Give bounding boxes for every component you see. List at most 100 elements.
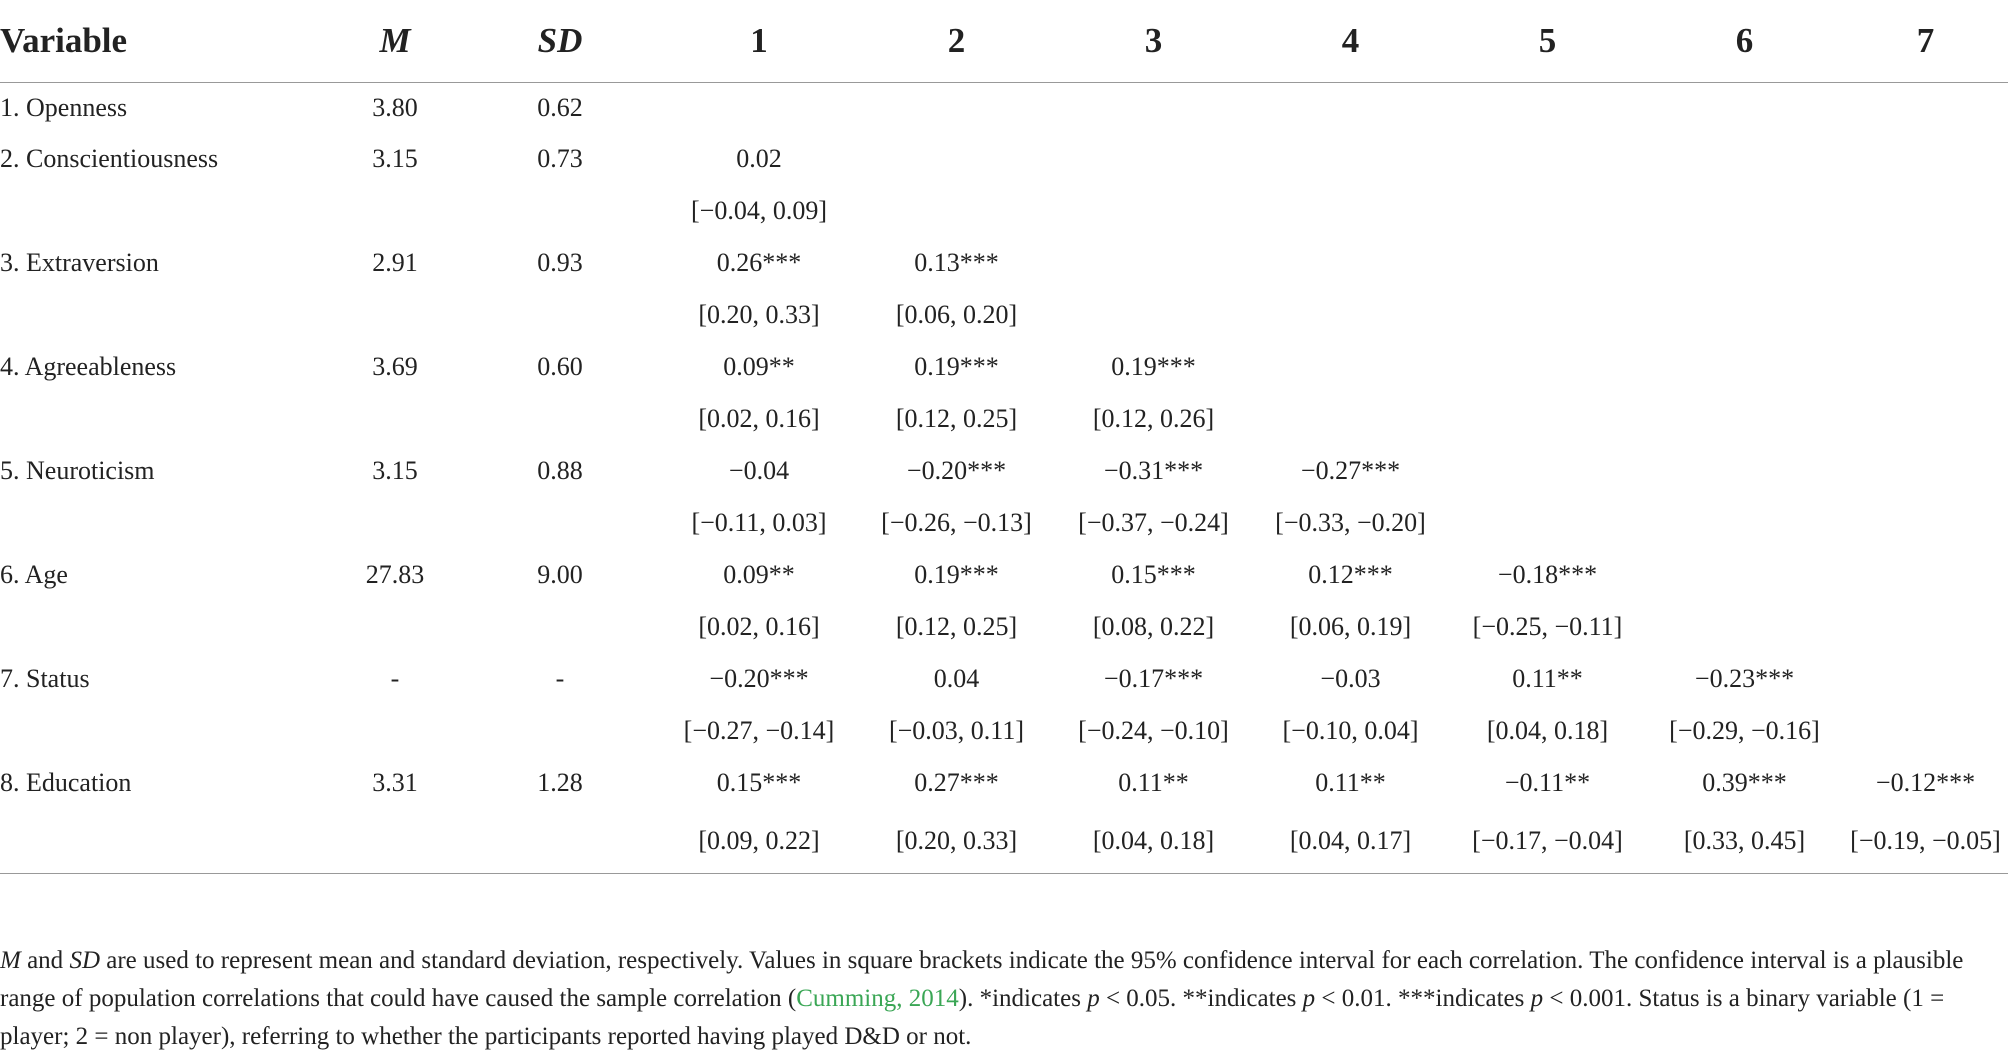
confidence-interval-cell: [0.12, 0.25] <box>895 404 1018 433</box>
confidence-interval-cell <box>1843 289 2008 341</box>
ci-blank <box>460 393 660 445</box>
confidence-interval-cell: [0.02, 0.16] <box>698 404 820 433</box>
note-m-letter: M <box>0 947 21 974</box>
confidence-interval-cell: [−0.26, −0.13] <box>881 508 1032 537</box>
ci-blank <box>0 601 330 653</box>
header-col-1: 1 <box>660 0 858 83</box>
table-row: 1. Openness 3.80 0.62 <box>0 83 2008 134</box>
confidence-interval-cell <box>1843 601 2008 653</box>
ci-blank <box>330 185 460 237</box>
ci-row: [0.20, 0.33] [0.06, 0.20] <box>0 289 2008 341</box>
correlation-cell: 0.15*** <box>1111 560 1196 589</box>
variable-name: 2. Conscientiousness <box>0 144 219 173</box>
ci-blank <box>0 705 330 757</box>
citation-link[interactable]: Cumming, 2014 <box>796 985 959 1012</box>
correlation-cell: 0.09** <box>723 352 795 381</box>
ci-blank <box>330 705 460 757</box>
confidence-interval-cell: [0.02, 0.16] <box>698 612 820 641</box>
correlation-cell <box>660 83 858 134</box>
confidence-interval-cell: [−0.17, −0.04] <box>1449 809 1646 874</box>
note-p-3: p <box>1530 985 1544 1012</box>
confidence-interval-cell: [0.08, 0.22] <box>1092 612 1215 641</box>
confidence-interval-cell <box>1646 393 1843 445</box>
confidence-interval-cell: [−0.29, −0.16] <box>1669 716 1820 745</box>
ci-blank <box>330 497 460 549</box>
correlation-cell: 0.19*** <box>914 352 999 381</box>
confidence-interval-cell: [0.33, 0.45] <box>1646 809 1843 874</box>
variable-name: 7. Status <box>0 664 90 693</box>
correlation-cell: −0.20*** <box>709 664 809 693</box>
correlation-cell: −0.04 <box>728 456 790 485</box>
confidence-interval-cell: [0.09, 0.22] <box>660 809 858 874</box>
confidence-interval-cell <box>1843 393 2008 445</box>
correlation-cell: 0.11** <box>1118 768 1189 797</box>
note-part-2: ). *indicates <box>958 985 1088 1012</box>
confidence-interval-cell: [0.04, 0.18] <box>1055 809 1252 874</box>
correlation-cell: 0.04 <box>933 664 980 693</box>
correlation-cell <box>1055 237 1252 289</box>
correlation-cell <box>1449 133 1646 185</box>
confidence-interval-cell <box>1449 393 1646 445</box>
correlation-cell: 0.09** <box>723 560 795 589</box>
confidence-interval-cell <box>1252 289 1449 341</box>
correlation-table: Variable M SD 1 2 3 4 5 6 7 1. Openness 3… <box>0 0 2008 874</box>
table-footnote: M and SD are used to represent mean and … <box>0 942 2000 1056</box>
ci-row: [0.02, 0.16] [0.12, 0.25] [0.12, 0.26] <box>0 393 2008 445</box>
correlation-cell: −0.17*** <box>1103 664 1204 693</box>
correlation-table-container: Variable M SD 1 2 3 4 5 6 7 1. Openness 3… <box>0 0 2008 874</box>
ci-blank <box>330 393 460 445</box>
header-col-2: 2 <box>858 0 1055 83</box>
correlation-cell: 0.13*** <box>914 248 999 277</box>
confidence-interval-cell <box>1646 289 1843 341</box>
ci-blank <box>330 289 460 341</box>
sd-value: 0.60 <box>537 352 583 381</box>
ci-blank <box>0 809 330 874</box>
confidence-interval-cell <box>1646 185 1843 237</box>
mean-value: 2.91 <box>372 248 418 277</box>
correlation-cell: −0.20*** <box>906 456 1007 485</box>
correlation-cell: −0.11** <box>1504 768 1591 797</box>
confidence-interval-cell <box>1449 497 1646 549</box>
variable-name: 3. Extraversion <box>0 248 159 277</box>
sd-value: 0.93 <box>537 248 583 277</box>
confidence-interval-cell: [0.06, 0.19] <box>1289 612 1412 641</box>
header-col-4: 4 <box>1252 0 1449 83</box>
correlation-cell: 0.27*** <box>914 768 999 797</box>
ci-row: [−0.11, 0.03] [−0.26, −0.13] [−0.37, −0.24… <box>0 497 2008 549</box>
confidence-interval-cell <box>1843 705 2008 757</box>
correlation-cell <box>1252 237 1449 289</box>
table-row: 6. Age 27.83 9.00 0.09** 0.19*** 0.15*** 0.12*… <box>0 549 2008 601</box>
confidence-interval-cell <box>1449 185 1646 237</box>
confidence-interval-cell: [−0.19, −0.05] <box>1843 809 2008 874</box>
correlation-cell <box>1449 83 1646 134</box>
correlation-cell <box>1646 83 1843 134</box>
correlation-cell <box>1646 549 1843 601</box>
correlation-cell <box>1055 133 1252 185</box>
confidence-interval-cell: [−0.25, −0.11] <box>1472 612 1623 641</box>
confidence-interval-cell: [−0.04, 0.09] <box>691 196 827 225</box>
correlation-cell: 0.15*** <box>716 768 802 797</box>
correlation-cell <box>1252 341 1449 393</box>
correlation-cell <box>1252 83 1449 134</box>
confidence-interval-cell: [0.12, 0.25] <box>895 612 1018 641</box>
ci-blank <box>460 289 660 341</box>
mean-value: 3.69 <box>372 352 418 381</box>
header-col-7: 7 <box>1843 0 2008 83</box>
correlation-cell: 0.12*** <box>1308 560 1393 589</box>
ci-row: [0.09, 0.22] [0.20, 0.33] [0.04, 0.18] [0.0… <box>0 809 2008 874</box>
correlation-cell <box>1449 237 1646 289</box>
confidence-interval-cell: [0.06, 0.20] <box>895 300 1018 329</box>
mean-value: 3.15 <box>372 144 418 173</box>
ci-blank <box>460 601 660 653</box>
ci-row: [−0.27, −0.14] [−0.03, 0.11] [−0.24, −0.10… <box>0 705 2008 757</box>
confidence-interval-cell: [−0.33, −0.20] <box>1275 508 1426 537</box>
sd-value: - <box>555 664 565 693</box>
correlation-cell <box>1843 83 2008 134</box>
ci-blank <box>0 393 330 445</box>
table-row: 3. Extraversion 2.91 0.93 0.26*** 0.13*** <box>0 237 2008 289</box>
correlation-cell: −0.23*** <box>1694 664 1795 693</box>
confidence-interval-cell <box>1055 289 1252 341</box>
correlation-cell: −0.18*** <box>1497 560 1598 589</box>
correlation-cell <box>1843 549 2008 601</box>
confidence-interval-cell <box>1252 393 1449 445</box>
